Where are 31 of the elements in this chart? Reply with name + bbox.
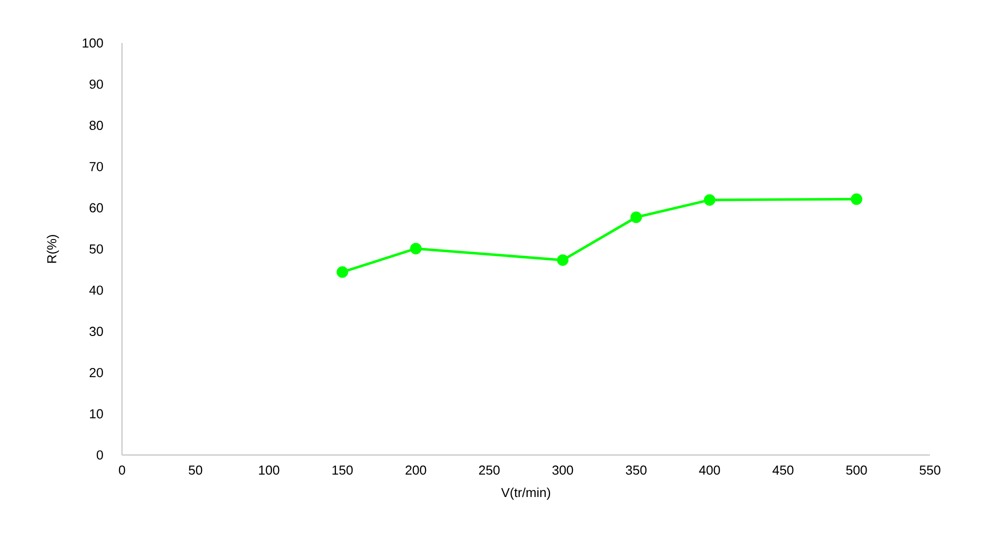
y-tick-label: 90 <box>90 80 103 89</box>
y-tick-label: 20 <box>90 368 103 378</box>
x-tick-label: 100 <box>259 466 280 475</box>
y-tick-label: 70 <box>90 162 103 172</box>
point <box>630 212 642 224</box>
x-tick-label: 350 <box>626 466 647 475</box>
x-tick-label: 0 <box>118 466 126 475</box>
y-tick-label: 80 <box>90 120 103 130</box>
x-tick-label: 550 <box>920 466 940 475</box>
x-tick-label: 200 <box>406 466 426 475</box>
y-tick-label: 30 <box>90 326 103 336</box>
y-tick-label: 50 <box>90 244 103 254</box>
x-tick-label: 150 <box>332 466 353 475</box>
y-tick-label: 0 <box>96 450 103 460</box>
point <box>704 194 716 206</box>
x-tick-label: 250 <box>479 466 500 475</box>
y-axis-title: R(%) <box>46 234 59 263</box>
x-tick-label: 300 <box>552 466 574 475</box>
x-tick-label: 50 <box>188 466 202 475</box>
point <box>850 193 862 205</box>
point <box>410 242 422 254</box>
point <box>336 266 348 278</box>
x-tick-label: 400 <box>699 466 720 475</box>
point <box>556 254 568 266</box>
x-tick-label: 450 <box>772 466 794 475</box>
x-tick-label: 500 <box>846 466 867 475</box>
y-tick-label: 10 <box>90 409 103 418</box>
y-tick-label: 60 <box>90 203 103 212</box>
x-axis-title: V(tr/min) <box>501 488 550 500</box>
y-tick-label: 100 <box>82 38 103 48</box>
y-tick-label: 40 <box>89 286 103 295</box>
